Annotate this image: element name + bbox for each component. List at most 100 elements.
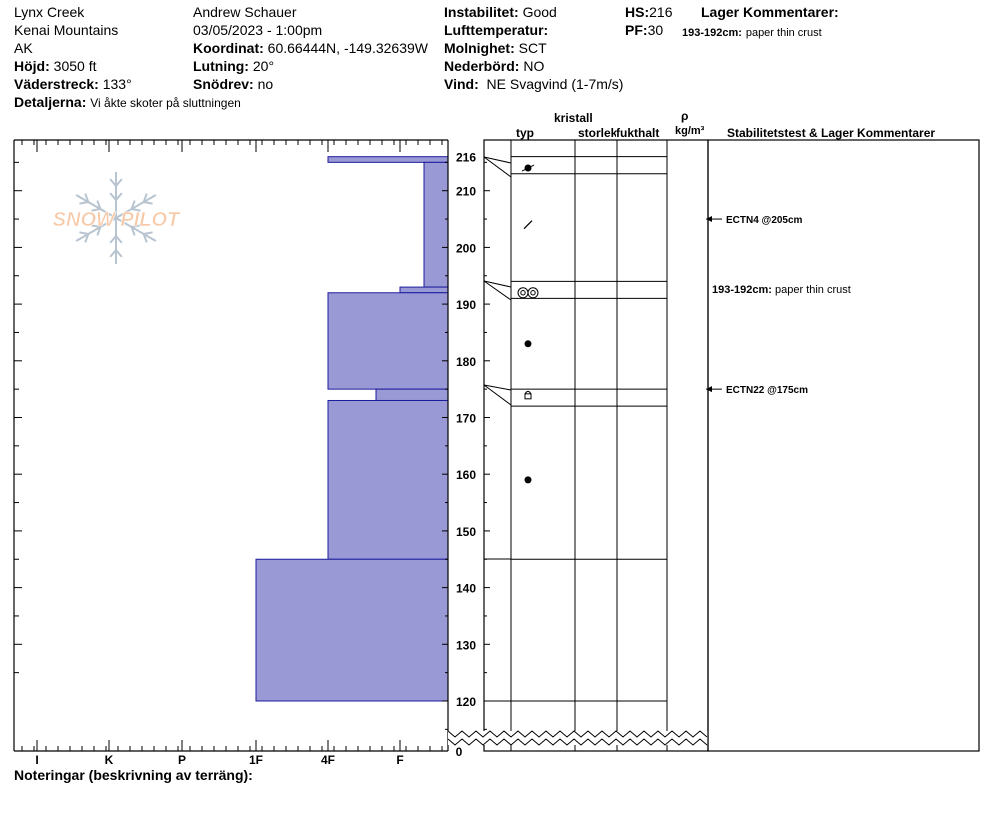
layer-connector <box>483 384 512 406</box>
hardness-bar <box>327 156 449 163</box>
hardness-bars <box>255 156 449 702</box>
layer-connector <box>483 280 512 288</box>
observer: Andrew Schauer <box>193 4 297 20</box>
hardness-bar <box>375 388 449 401</box>
grain-dot <box>524 340 532 348</box>
aspect: Väderstreck: 133° <box>14 76 132 92</box>
hardness-bar <box>327 399 449 560</box>
depth-label: 130 <box>456 638 476 652</box>
flake-branch <box>142 193 148 203</box>
hardness-label: F <box>396 753 403 767</box>
logo-text: SNOW PILOT <box>53 209 181 231</box>
col-stability: Stabilitetstest & Lager Kommentarer <box>727 126 936 140</box>
foot-penetration: PF:30 <box>625 22 664 38</box>
melt-inner <box>520 290 526 296</box>
depth-label: 150 <box>456 525 476 539</box>
flake-branch <box>131 224 141 228</box>
mountain-range: Kenai Mountains <box>14 22 119 38</box>
air-temperature: Lufttemperatur: <box>444 22 549 38</box>
hardness-bar <box>423 161 449 288</box>
flake-branch <box>91 208 101 212</box>
layer-connector <box>483 156 512 178</box>
flake-branch <box>109 178 117 187</box>
flake-branch <box>142 233 148 243</box>
layer-comments-title: Lager Kommentarer: <box>701 4 839 20</box>
rounded-grains-icon <box>524 340 532 348</box>
slope: Lutning: 20° <box>193 58 275 74</box>
flake-branch <box>84 233 90 243</box>
flake-arm <box>75 194 117 219</box>
stability-test-label: ECTN22 @175cm <box>726 385 808 396</box>
flake-branch <box>84 193 90 203</box>
hardness-bar <box>327 292 449 390</box>
flake-branch <box>115 178 123 187</box>
sky-cover: Molnighet: SCT <box>444 40 547 56</box>
hardness-bar <box>255 558 449 702</box>
flake-branch <box>143 231 153 235</box>
details: Detaljerna: Vi åkte skoter på sluttninge… <box>14 94 241 110</box>
hardness-label: 4F <box>321 753 335 767</box>
col-type: typ <box>516 126 534 140</box>
elevation: Höjd: 3050 ft <box>14 58 97 74</box>
melt-ring <box>527 287 539 299</box>
hardness-bar <box>399 286 449 294</box>
grain-stroke <box>521 164 535 172</box>
flake-branch <box>109 249 117 258</box>
depth-label: 190 <box>456 298 476 312</box>
flake-branch <box>130 226 136 236</box>
layer-comment: 193-192cm: paper thin crust <box>712 284 851 296</box>
depth-label: 140 <box>456 582 476 596</box>
depth-label: 180 <box>456 355 476 369</box>
flake-branch <box>91 224 101 228</box>
melt-inner <box>530 290 536 296</box>
layer-connector <box>483 280 512 301</box>
melt-forms-icon <box>517 287 539 299</box>
layer-comment-header: 193-192cm: paper thin crust <box>682 27 822 39</box>
decomposing-fragments-icon <box>523 220 533 230</box>
flake-branch <box>109 192 117 201</box>
flake-branch <box>96 200 102 210</box>
flake-arm <box>115 217 157 242</box>
flake-arm <box>115 194 157 219</box>
stability-test-label: ECTN4 @205cm <box>726 215 803 226</box>
test-arrowhead <box>706 386 712 393</box>
state: AK <box>14 40 33 56</box>
flake-arm <box>75 217 117 242</box>
snow-height: HS:216 <box>625 4 673 20</box>
flake-branch <box>79 231 89 235</box>
hardness-label: 1F <box>249 753 263 767</box>
location: Lynx Creek <box>14 4 85 20</box>
datetime: 03/05/2023 - 1:00pm <box>193 22 323 38</box>
flake-branch <box>131 208 141 212</box>
layer-connector <box>483 156 512 164</box>
wind: Vind: NE Svagvind (1-7m/s) <box>444 76 624 92</box>
hardness-label: K <box>105 753 114 767</box>
flake-branch <box>143 201 153 205</box>
flake-branch <box>130 200 136 210</box>
col-moisture: fukthalt <box>616 126 660 140</box>
facet-box <box>524 393 532 400</box>
snowpilot-logo: SNOW PILOT <box>52 172 181 264</box>
depth-label: 200 <box>456 241 476 255</box>
flake-branch <box>109 235 117 244</box>
hardness-label: P <box>178 753 186 767</box>
depth-label: 170 <box>456 412 476 426</box>
drift: Snödrev: no <box>193 76 274 92</box>
hardness-label: I <box>35 753 38 767</box>
depth-label: 216 <box>456 151 476 165</box>
flake-branch <box>115 235 123 244</box>
depth-label: 210 <box>456 185 476 199</box>
col-rho: ρ <box>681 109 689 123</box>
rounded-grains-icon <box>524 476 532 484</box>
notes-label: Noteringar (beskrivning av terräng): <box>14 767 253 783</box>
depth-label: 120 <box>456 695 476 709</box>
test-arrowhead <box>706 216 712 223</box>
precipitation-particles-icon <box>521 164 535 172</box>
coordinates: Koordinat: 60.66444N, -149.32639W <box>193 40 428 56</box>
depth-zero-label: 0 <box>456 745 463 759</box>
col-crystal: kristall <box>554 111 593 125</box>
layer-connector <box>483 384 512 391</box>
flake-branch <box>79 201 89 205</box>
stability: Instabilitet: Good <box>444 4 557 20</box>
